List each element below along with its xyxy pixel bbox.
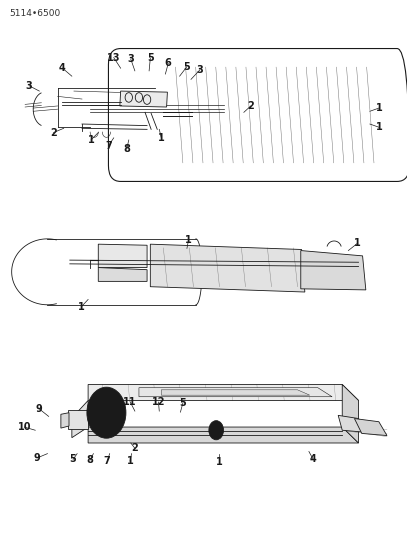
Polygon shape xyxy=(161,390,310,395)
Text: 1: 1 xyxy=(158,133,165,143)
Text: 1: 1 xyxy=(375,122,382,132)
Text: 2: 2 xyxy=(131,443,138,453)
Polygon shape xyxy=(72,400,88,438)
Text: 7: 7 xyxy=(104,456,111,466)
Text: 5: 5 xyxy=(184,62,190,71)
Text: 4: 4 xyxy=(59,63,66,73)
Text: 9: 9 xyxy=(36,404,43,414)
Circle shape xyxy=(91,392,122,433)
Polygon shape xyxy=(120,91,167,107)
Polygon shape xyxy=(150,244,305,292)
Text: 1: 1 xyxy=(375,103,382,113)
Text: 5: 5 xyxy=(147,53,154,63)
Text: 3: 3 xyxy=(197,65,203,75)
Polygon shape xyxy=(61,413,69,428)
Circle shape xyxy=(209,421,224,440)
Text: 9: 9 xyxy=(34,453,41,463)
Polygon shape xyxy=(301,251,366,290)
Text: 1: 1 xyxy=(185,235,192,245)
Polygon shape xyxy=(88,427,359,443)
Text: 1: 1 xyxy=(88,135,94,145)
Circle shape xyxy=(101,405,112,420)
Polygon shape xyxy=(98,244,147,268)
Polygon shape xyxy=(98,268,147,281)
Text: 5: 5 xyxy=(180,398,186,408)
Text: 1: 1 xyxy=(354,238,361,248)
Circle shape xyxy=(212,425,220,435)
Circle shape xyxy=(97,400,116,425)
Polygon shape xyxy=(342,384,359,443)
Polygon shape xyxy=(88,384,359,400)
Text: 2: 2 xyxy=(50,127,57,138)
Text: 5: 5 xyxy=(70,455,76,464)
Text: 4: 4 xyxy=(310,454,316,464)
Text: 3: 3 xyxy=(127,54,134,64)
Polygon shape xyxy=(68,410,88,429)
Text: 12: 12 xyxy=(152,397,165,407)
Polygon shape xyxy=(355,418,387,435)
Text: 13: 13 xyxy=(107,53,120,62)
Text: 5114•6500: 5114•6500 xyxy=(9,9,60,18)
Circle shape xyxy=(87,387,126,438)
Polygon shape xyxy=(139,387,332,397)
Text: 1: 1 xyxy=(78,302,84,312)
Text: 10: 10 xyxy=(18,422,31,432)
Text: 2: 2 xyxy=(247,101,254,111)
Text: 8: 8 xyxy=(87,455,93,465)
Text: 1: 1 xyxy=(216,457,223,466)
Polygon shape xyxy=(338,415,367,432)
Text: 11: 11 xyxy=(123,397,137,407)
Text: 7: 7 xyxy=(105,141,112,151)
Text: 1: 1 xyxy=(126,456,133,466)
Text: 6: 6 xyxy=(165,59,172,68)
Text: 8: 8 xyxy=(123,144,130,154)
Text: 3: 3 xyxy=(26,81,33,91)
